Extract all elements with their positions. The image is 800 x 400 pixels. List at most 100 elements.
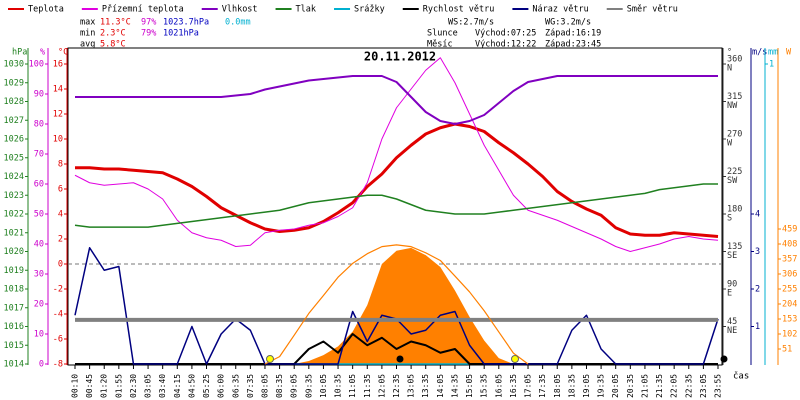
x-tick-label: 05:25 — [202, 374, 211, 398]
y-tick-label: 180 — [727, 205, 742, 215]
legend-label: Teplota — [28, 5, 64, 15]
x-tick-label: 08:35 — [275, 374, 284, 398]
x-tick-label: 09:35 — [304, 374, 313, 398]
stat: Východ:12:22 — [475, 40, 536, 50]
stat: 79% — [141, 29, 156, 39]
stat: Slunce — [427, 29, 458, 39]
x-tick-label: 00:10 — [71, 374, 80, 398]
stat: Měsíc — [427, 40, 453, 50]
x-tick-label: 13:05 — [407, 374, 416, 398]
x-tick-label: 09:05 — [290, 374, 299, 398]
series-line — [74, 57, 719, 252]
x-tick-label: 21:05 — [640, 374, 649, 398]
y-tick-label: 90 — [727, 280, 737, 290]
radiation-area — [75, 247, 718, 364]
y-tick-label: 1018 — [4, 285, 24, 295]
y-tick-label: 1022 — [4, 210, 24, 220]
x-tick-label: 06:00 — [217, 374, 226, 398]
y-tick-label: -4 — [53, 310, 63, 320]
y-tick-label: 255 — [782, 285, 797, 295]
series-line — [74, 183, 718, 228]
x-tick-label: 16:35 — [509, 374, 518, 398]
x-tick-label: 03:40 — [158, 374, 167, 398]
series-line — [75, 333, 718, 365]
y-tick-label: 4 — [755, 210, 760, 220]
y-tick-label: 8 — [58, 160, 63, 170]
y-tick-label: 2 — [755, 285, 760, 295]
y-tick-label: 360 — [727, 55, 742, 65]
x-tick-label: 15:05 — [465, 374, 474, 398]
y-tick-label: 1028 — [4, 97, 24, 107]
x-tick-label: 17:05 — [524, 374, 533, 398]
x-tick-label: 04:50 — [187, 374, 196, 398]
x-tick-label: 23:05 — [699, 374, 708, 398]
legend-label: Vlhkost — [222, 5, 258, 15]
axis-unit: ° — [727, 48, 732, 58]
y-tick-label: 306 — [782, 270, 797, 280]
compass-label: NE — [727, 326, 737, 336]
x-tick-label: 20:05 — [611, 374, 620, 398]
sunrise-marker — [266, 355, 274, 363]
x-tick-label: 18:35 — [567, 374, 576, 398]
legend-label: Přízemní teplota — [102, 5, 184, 15]
y-tick-label: 20 — [34, 300, 44, 310]
y-tick-label: 204 — [782, 300, 797, 310]
legend-label: Rychlost větru — [423, 5, 495, 15]
x-tick-label: 11:35 — [363, 374, 372, 398]
legend-label: Tlak — [296, 5, 316, 15]
x-tick-label: 12:35 — [392, 374, 401, 398]
x-tick-label: 22:35 — [684, 374, 693, 398]
x-tick-label: 23:55 — [714, 374, 723, 398]
y-tick-label: 1029 — [4, 78, 24, 88]
y-tick-label: 1021 — [4, 228, 24, 238]
y-tick-label: 40 — [34, 240, 44, 250]
y-tick-label: 1023 — [4, 191, 24, 201]
x-tick-label: 19:05 — [582, 374, 591, 398]
x-tick-label: 17:35 — [538, 374, 547, 398]
x-tick-label: 07:35 — [246, 374, 255, 398]
stat: 1021hPa — [163, 29, 199, 39]
stat: Západ:16:19 — [545, 29, 601, 39]
x-axis-label: čas — [733, 371, 749, 382]
stat: Východ:07:25 — [475, 29, 536, 39]
compass-label: N — [727, 64, 732, 74]
x-tick-label: 02:30 — [129, 374, 138, 398]
y-tick-label: 100 — [29, 60, 44, 70]
x-tick-label: 10:35 — [334, 374, 343, 398]
x-tick-label: 00:45 — [85, 374, 94, 398]
y-tick-label: 1024 — [4, 172, 24, 182]
x-tick-label: 14:05 — [436, 374, 445, 398]
series-line — [75, 122, 719, 238]
axis-unit: mm — [768, 48, 778, 58]
y-tick-label: 1026 — [4, 135, 24, 145]
y-tick-label: 0 — [39, 360, 44, 370]
y-tick-label: 1017 — [4, 303, 24, 313]
compass-label: S — [727, 214, 732, 224]
stats: max 11.3°C 97% 1023.7hPa 0.0mm min 2.3°C… — [80, 18, 601, 50]
x-tick-label: 22:05 — [670, 374, 679, 398]
y-tick-label: 70 — [34, 150, 44, 160]
series-line — [75, 75, 718, 125]
y-tick-label: 270 — [727, 130, 742, 140]
y-tick-label: 3 — [755, 247, 760, 257]
moonset-marker — [720, 355, 728, 363]
y-tick-label: 153 — [782, 315, 797, 325]
x-tick-label: 18:05 — [553, 374, 562, 398]
x-tick-label: 16:05 — [494, 374, 503, 398]
stat: 11.3°C — [100, 18, 131, 28]
y-tick-label: 6 — [58, 185, 63, 195]
y-tick-label: 135 — [727, 242, 742, 252]
y-tick-label: 1025 — [4, 153, 24, 163]
legend-label: Srážky — [354, 5, 385, 15]
y-tick-label: 50 — [34, 210, 44, 220]
y-tick-label: 30 — [34, 270, 44, 280]
y-tick-label: 1020 — [4, 247, 24, 257]
legend-label: Směr větru — [627, 5, 678, 15]
stat: WS:2.7m/s — [448, 18, 494, 28]
axis-unit: m/s — [752, 48, 767, 58]
stat: Západ:23:45 — [545, 40, 601, 50]
y-tick-label: 14 — [53, 85, 63, 95]
axis-unit: % — [40, 48, 45, 58]
y-tick-label: 1015 — [4, 341, 24, 351]
series-line — [264, 244, 529, 365]
